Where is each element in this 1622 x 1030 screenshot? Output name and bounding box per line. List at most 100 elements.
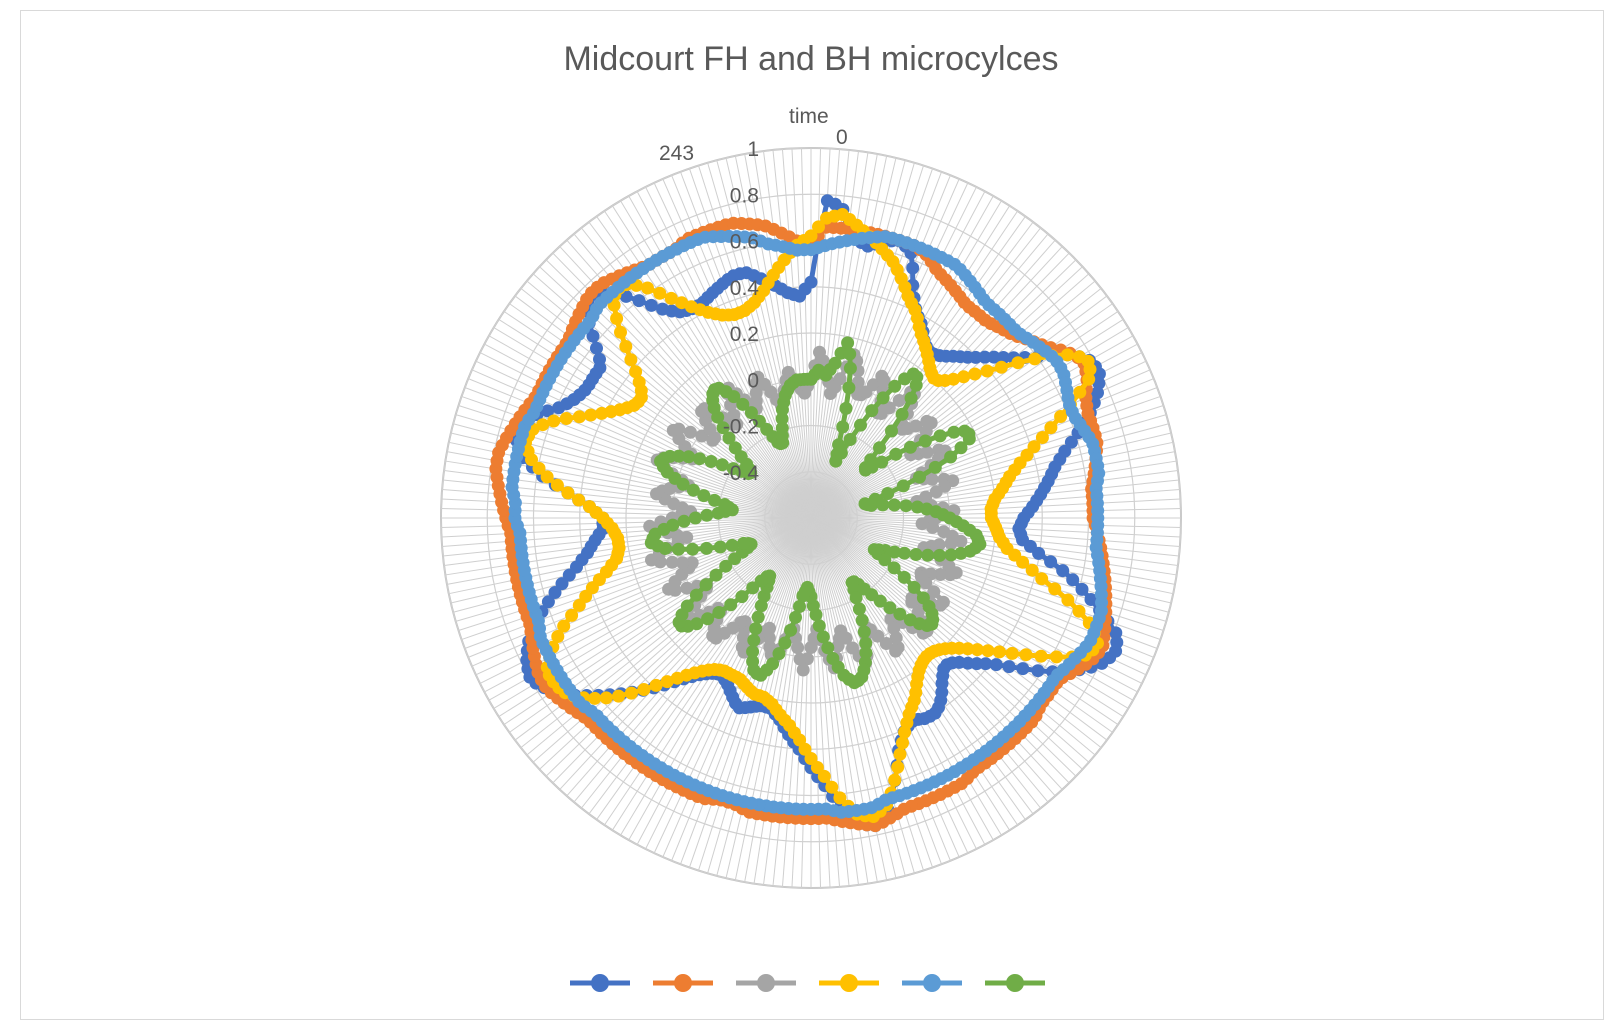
data-point bbox=[947, 425, 961, 439]
data-point bbox=[677, 514, 691, 528]
data-point bbox=[944, 450, 958, 464]
data-point bbox=[550, 478, 564, 492]
data-point bbox=[1031, 664, 1045, 678]
data-point bbox=[746, 581, 760, 595]
series-4 bbox=[519, 208, 1104, 823]
legend-item-4 bbox=[819, 974, 879, 992]
data-point bbox=[969, 350, 983, 364]
data-point bbox=[854, 418, 867, 432]
data-point bbox=[944, 537, 958, 550]
data-point bbox=[686, 542, 699, 556]
radial-tick-label: -0.2 bbox=[723, 416, 759, 439]
data-point bbox=[849, 591, 863, 605]
data-point bbox=[876, 391, 890, 405]
data-point bbox=[957, 370, 971, 384]
data-point bbox=[944, 548, 958, 562]
data-point bbox=[1025, 563, 1039, 577]
data-point bbox=[697, 489, 711, 503]
data-point bbox=[572, 493, 586, 507]
radar-grid-ring bbox=[486, 193, 1136, 843]
data-point bbox=[584, 408, 598, 422]
data-point bbox=[665, 555, 679, 569]
data-point bbox=[843, 347, 857, 361]
data-point bbox=[1016, 662, 1030, 676]
data-point bbox=[772, 647, 786, 661]
data-point bbox=[583, 500, 596, 514]
data-point bbox=[920, 445, 934, 459]
data-point bbox=[685, 556, 699, 570]
data-point bbox=[833, 791, 847, 805]
data-point bbox=[619, 340, 633, 353]
data-point bbox=[1084, 593, 1098, 606]
data-point bbox=[722, 431, 736, 445]
radar-grid-ring bbox=[440, 147, 1182, 889]
data-point bbox=[887, 561, 901, 575]
data-point bbox=[875, 455, 889, 469]
data-point bbox=[784, 623, 798, 637]
data-point bbox=[933, 568, 947, 581]
data-point bbox=[699, 578, 713, 592]
data-point bbox=[833, 372, 847, 386]
data-point bbox=[927, 585, 941, 599]
data-point bbox=[1056, 564, 1070, 578]
data-point bbox=[980, 364, 994, 378]
data-point bbox=[881, 487, 895, 500]
data-point bbox=[1048, 582, 1062, 596]
data-point bbox=[903, 440, 917, 454]
data-point bbox=[928, 460, 942, 474]
data-point bbox=[893, 607, 907, 621]
data-point bbox=[704, 455, 718, 468]
data-point bbox=[987, 350, 1001, 364]
data-point bbox=[715, 458, 729, 472]
legend-item-5 bbox=[902, 974, 962, 992]
data-point bbox=[672, 542, 685, 556]
data-point bbox=[649, 678, 663, 692]
data-point bbox=[1091, 386, 1104, 400]
data-point bbox=[548, 586, 562, 599]
data-point bbox=[736, 397, 750, 411]
data-point bbox=[555, 577, 569, 591]
data-point bbox=[540, 470, 554, 484]
data-point bbox=[778, 636, 792, 650]
data-point bbox=[896, 479, 910, 493]
legend-item-3 bbox=[736, 974, 796, 992]
data-point bbox=[749, 386, 763, 400]
data-point bbox=[905, 595, 919, 609]
data-point bbox=[775, 412, 789, 426]
data-point bbox=[666, 518, 680, 532]
data-point bbox=[834, 446, 848, 460]
data-point bbox=[624, 353, 638, 367]
radial-tick-label: 0.6 bbox=[730, 231, 759, 254]
data-point bbox=[718, 498, 732, 511]
data-point bbox=[857, 625, 871, 639]
data-point bbox=[970, 643, 984, 657]
data-point bbox=[700, 508, 714, 522]
data-point bbox=[724, 598, 738, 612]
data-point bbox=[727, 408, 741, 422]
data-point bbox=[693, 452, 707, 466]
series-5 bbox=[505, 229, 1108, 819]
data-point bbox=[846, 641, 859, 655]
data-point bbox=[557, 619, 571, 633]
data-point bbox=[789, 610, 802, 624]
data-point bbox=[688, 511, 702, 525]
data-point bbox=[804, 641, 818, 654]
data-point bbox=[921, 548, 935, 562]
data-point bbox=[632, 294, 646, 308]
data-point bbox=[551, 630, 565, 643]
data-point bbox=[994, 360, 1008, 374]
data-point bbox=[839, 401, 853, 415]
data-point bbox=[793, 652, 807, 666]
data-point bbox=[906, 261, 920, 275]
data-point bbox=[876, 498, 890, 512]
data-point bbox=[708, 493, 721, 507]
data-point bbox=[888, 379, 902, 393]
data-point bbox=[612, 689, 626, 703]
data-point bbox=[1066, 573, 1080, 587]
radial-tick-label: 0 bbox=[747, 369, 759, 392]
data-point bbox=[821, 641, 835, 655]
data-point bbox=[804, 752, 818, 765]
data-point bbox=[751, 610, 765, 624]
data-point bbox=[1034, 649, 1048, 663]
